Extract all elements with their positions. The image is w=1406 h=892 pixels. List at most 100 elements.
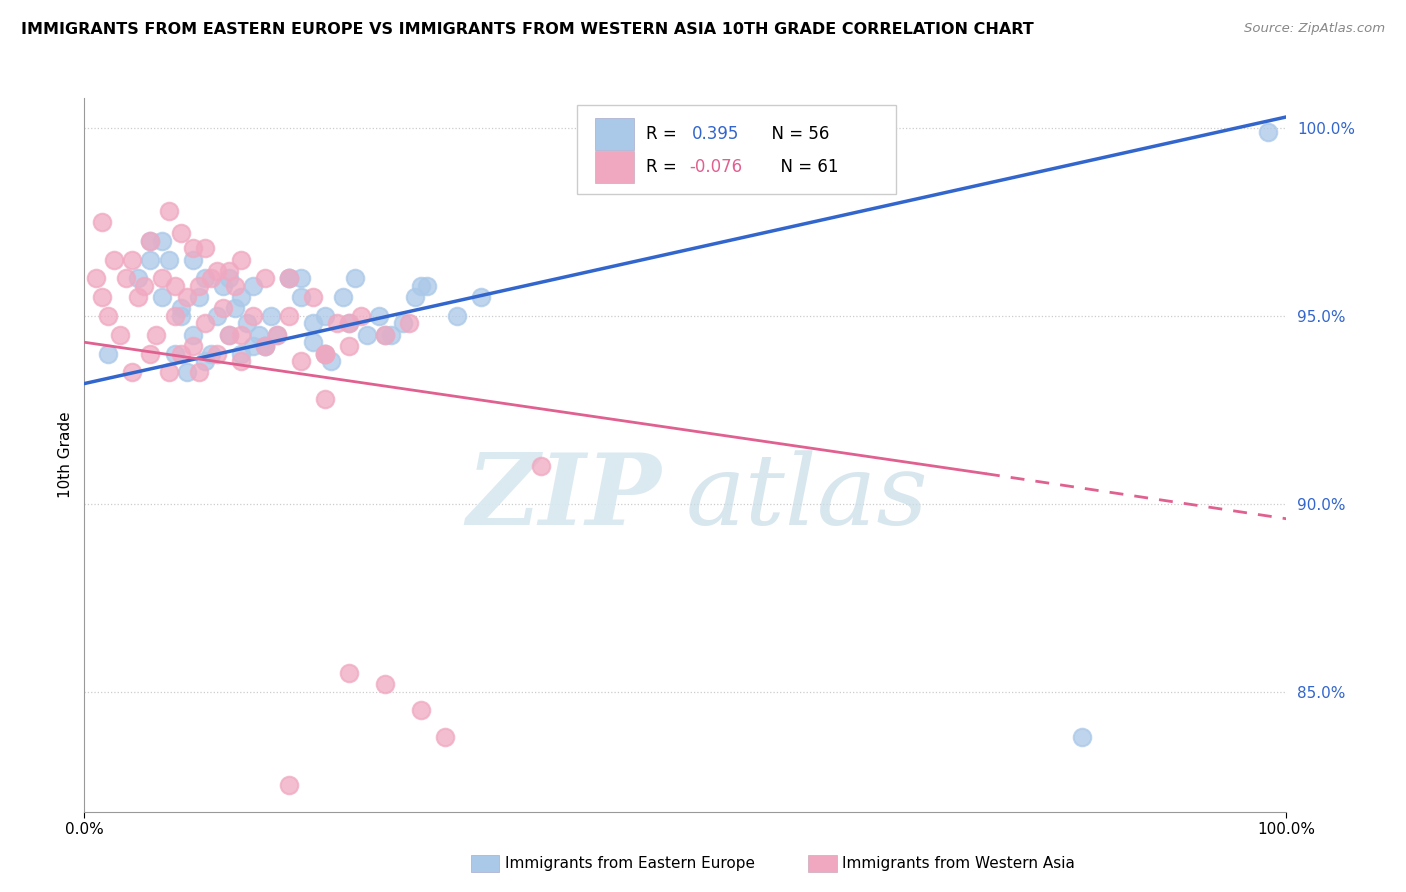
Point [145,327,167,342]
Text: R =: R = [645,125,688,143]
Point [181,339,204,353]
Point [127,290,149,304]
Point [277,779,299,793]
Point [242,309,264,323]
Point [314,346,336,360]
Point [253,271,276,285]
Point [110,327,132,342]
Point [224,279,246,293]
Point [314,346,336,360]
Point [253,339,276,353]
Point [266,327,288,342]
Point [163,346,186,360]
Point [152,271,174,285]
Point [1071,730,1094,744]
Point [187,290,209,304]
Point [253,339,276,353]
Text: Immigrants from Western Asia: Immigrants from Western Asia [842,856,1076,871]
Point [242,339,264,353]
Point [392,317,415,331]
Point [211,279,233,293]
Point [181,327,204,342]
Point [326,317,349,331]
Point [218,264,240,278]
Point [374,327,396,342]
Point [409,703,432,717]
Point [337,317,360,331]
Point [211,301,233,316]
Text: atlas: atlas [686,450,928,545]
Point [127,271,149,285]
Point [301,335,323,350]
Point [169,227,191,241]
Text: -0.076: -0.076 [689,159,742,177]
Point [218,271,240,285]
Text: Immigrants from Eastern Europe: Immigrants from Eastern Europe [505,856,755,871]
Point [194,241,217,255]
Point [247,327,270,342]
Text: R =: R = [645,159,682,177]
Point [205,346,228,360]
Point [319,354,342,368]
FancyBboxPatch shape [578,105,896,194]
Point [242,279,264,293]
Point [194,354,217,368]
Point [139,234,162,248]
Point [200,346,222,360]
Point [229,354,252,368]
Point [470,290,492,304]
Point [530,459,553,474]
Point [157,365,180,379]
Point [229,327,252,342]
Point [356,327,378,342]
Point [229,252,252,267]
FancyBboxPatch shape [595,152,634,184]
Point [169,301,191,316]
Point [169,309,191,323]
Point [277,271,299,285]
Point [314,346,336,360]
Point [194,317,217,331]
Point [152,234,174,248]
Point [290,354,312,368]
Point [398,317,420,331]
Point [152,290,174,304]
Point [176,290,198,304]
Point [277,271,299,285]
Point [290,290,312,304]
Point [277,271,299,285]
Point [86,271,108,285]
Text: N = 56: N = 56 [761,125,830,143]
Point [157,203,180,218]
Y-axis label: 10th Grade: 10th Grade [58,411,73,499]
Point [374,327,396,342]
Point [350,309,373,323]
Point [181,241,204,255]
Point [163,279,186,293]
Point [187,365,209,379]
Point [337,317,360,331]
Point [404,290,426,304]
Point [374,677,396,691]
Point [97,309,120,323]
Point [205,264,228,278]
Point [139,346,162,360]
Point [277,309,299,323]
Point [416,279,439,293]
Point [290,271,312,285]
Point [235,317,257,331]
Point [205,309,228,323]
Point [266,327,288,342]
Point [103,252,125,267]
Point [157,252,180,267]
Point [139,252,162,267]
Point [218,327,240,342]
Text: ZIP: ZIP [467,450,661,546]
Point [332,290,354,304]
Point [97,346,120,360]
Point [176,365,198,379]
Point [169,346,191,360]
Point [446,309,468,323]
Point [121,365,143,379]
Point [337,665,360,680]
